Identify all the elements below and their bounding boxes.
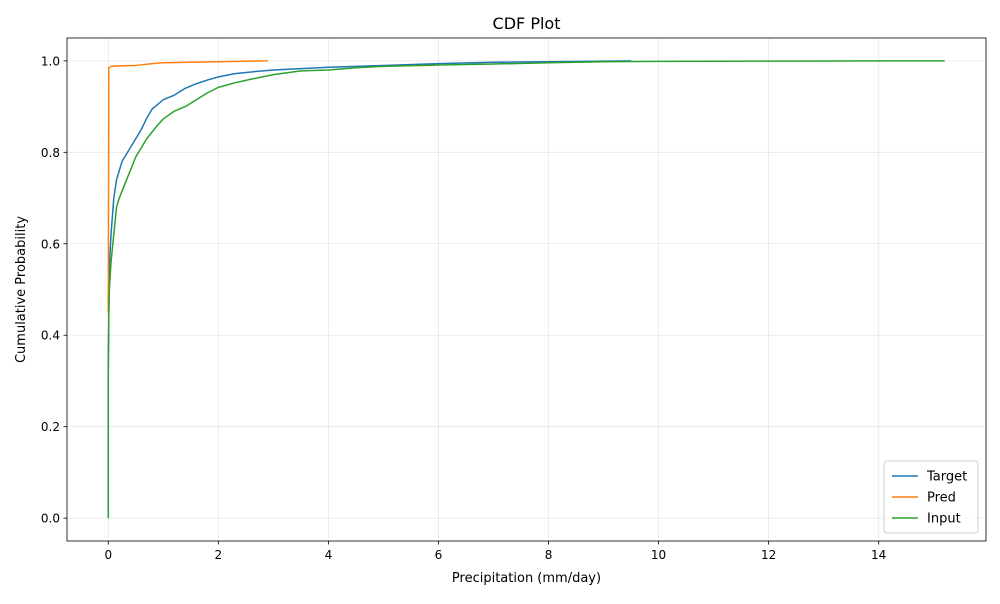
x-axis-label: Precipitation (mm/day): [452, 571, 601, 586]
x-tick-label: 12: [761, 548, 776, 562]
y-tick-label: 0.8: [41, 146, 60, 160]
series-lines: [107, 60, 945, 519]
legend: Target Pred Input: [883, 460, 979, 534]
y-tick-label: 0.6: [41, 237, 60, 251]
series-line-input: [107, 60, 945, 519]
x-tick-label: 6: [435, 548, 443, 562]
x-tick-label: 4: [325, 548, 333, 562]
x-tick-label: 2: [215, 548, 223, 562]
y-tick-label: 1.0: [41, 54, 60, 68]
chart-title: CDF Plot: [493, 14, 561, 33]
x-tick-label: 0: [104, 548, 112, 562]
plot-frame: [66, 37, 987, 542]
y-axis-label: Cumulative Probability: [14, 216, 29, 363]
series-line-pred: [107, 60, 268, 313]
y-tick-label: 0.4: [41, 329, 60, 343]
legend-label-pred: Pred: [927, 491, 956, 506]
y-tick-label: 0.0: [41, 512, 60, 526]
y-tick-label: 0.2: [41, 420, 60, 434]
legend-box: [883, 460, 979, 534]
series-line-target: [107, 60, 632, 519]
x-tick-label: 10: [651, 548, 666, 562]
ticks: 0 2 4 6 8 10 12 14 0.0 0.2 0.4 0.6 0.8 1.0: [41, 54, 886, 562]
x-tick-label: 14: [871, 548, 886, 562]
legend-label-target: Target: [926, 470, 967, 485]
x-tick-label: 8: [545, 548, 553, 562]
legend-label-input: Input: [927, 512, 961, 527]
